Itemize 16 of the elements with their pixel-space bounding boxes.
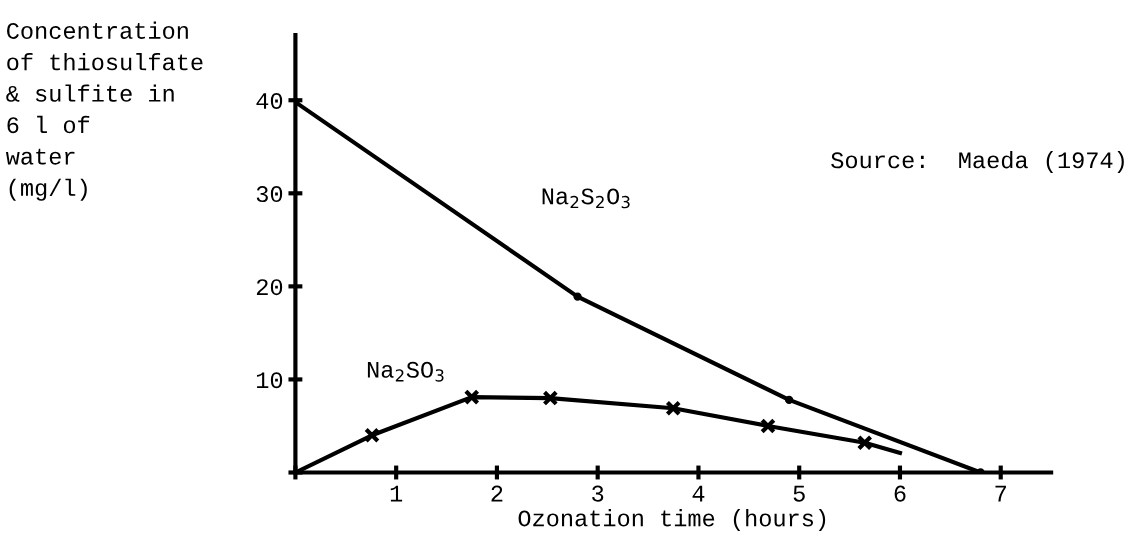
x-tick-label: 2 — [491, 485, 503, 502]
y-axis-title: Concentration of thiosulfate & sulfite in 6 l of water (mg/l) — [5, 21, 203, 201]
series-label: Na$_{2}$SO$_{3}$ — [367, 361, 444, 382]
annotation: Source: Maeda (1974) — [831, 151, 1124, 174]
x-tick-label: 1 — [390, 485, 403, 502]
x-tick-label: 6 — [894, 485, 906, 502]
x-tick-label: 7 — [995, 485, 1006, 502]
text: Na$_{2}$S$_{2}$O$_{3}$ — [542, 188, 630, 209]
y-tick-label: 30 — [256, 186, 283, 203]
x-axis-title: Ozonation time (hours) — [518, 509, 826, 532]
x-tick-label: 5 — [793, 485, 805, 502]
x-tick-label: 4 — [692, 485, 705, 502]
y-tick-label: 10 — [256, 372, 283, 389]
y-tick-label: 20 — [256, 279, 283, 296]
y-tick-label: 40 — [256, 93, 283, 110]
x-tick-label: 3 — [592, 485, 604, 502]
